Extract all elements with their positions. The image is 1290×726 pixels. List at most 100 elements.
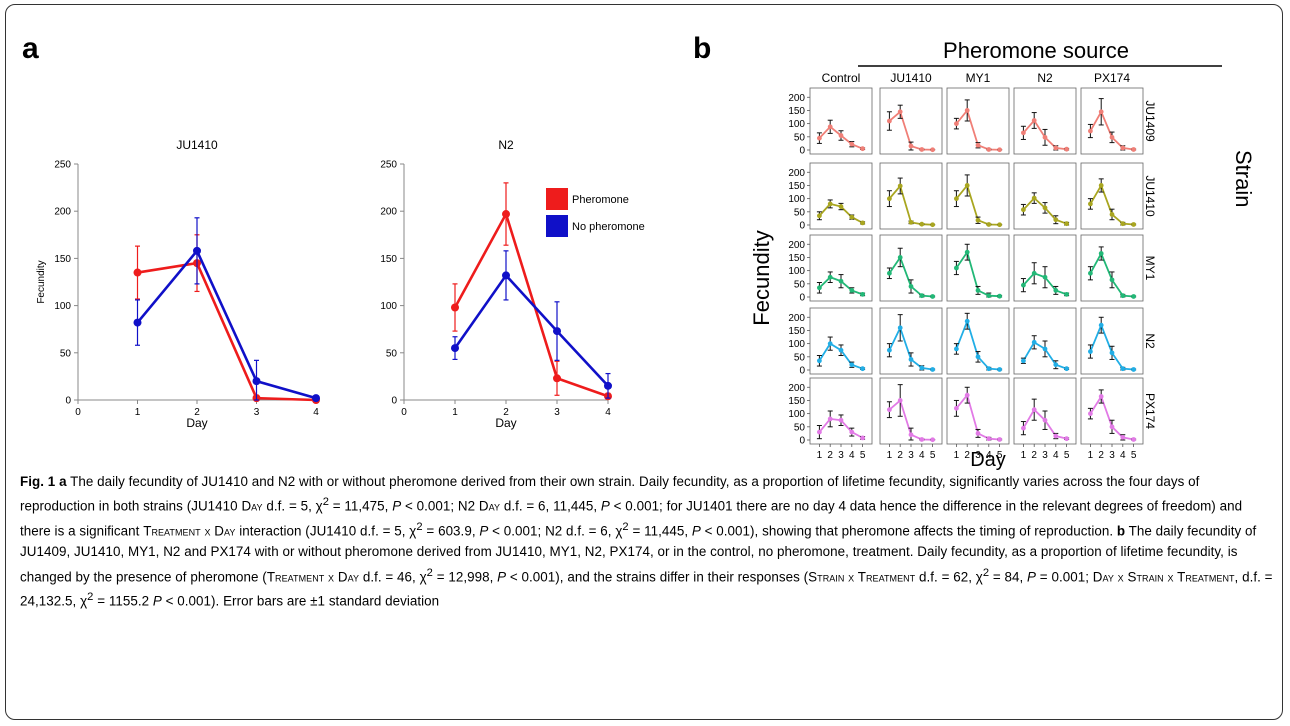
facet-cell-ju1409-n2 (1013, 87, 1077, 155)
panel-b-label: b (693, 32, 711, 65)
facet-x-tick-label: 2 (1098, 450, 1104, 461)
facet-y-tick-label: 50 (794, 132, 806, 143)
facet-cell-my1-px174 (1080, 234, 1144, 302)
facet-cell-n2-px174 (1080, 307, 1144, 375)
caption-text: < 0.001), and the strains differ in thei… (506, 569, 809, 585)
caption-text: = 1155.2 (93, 593, 153, 609)
facet-data-point (919, 221, 925, 227)
facet-data-point (930, 222, 935, 228)
facet-x-tick-label: 4 (986, 450, 992, 461)
facet-data-point (975, 431, 981, 436)
series-line (453, 210, 609, 398)
x-tick-label: 4 (313, 407, 319, 418)
facet-data-point (1109, 212, 1115, 217)
facet-data-point (849, 362, 855, 368)
facet-row-label: MY1 (1143, 256, 1157, 281)
caption-text: = 603.9, (422, 523, 480, 539)
data-point (553, 374, 561, 383)
facet-y-tick-label: 150 (788, 396, 805, 407)
facet-cell-ju1409-control (809, 87, 873, 155)
caption-p: P (497, 569, 507, 585)
facet-data-point (1042, 205, 1048, 211)
facet-y-tick-label: 200 (788, 383, 805, 394)
facet-data-point (1053, 362, 1059, 368)
facet-data-point (1053, 145, 1059, 151)
y-tick-label: 150 (54, 254, 71, 265)
facet-x-tick-label: 1 (887, 450, 893, 461)
facet-data-point (975, 142, 981, 148)
y-tick-label: 50 (60, 348, 72, 359)
facet-data-point (1031, 270, 1037, 276)
facet-cell-my1-my1 (946, 234, 1010, 302)
facet-data-point (986, 147, 992, 152)
facet-row-label: JU1409 (1143, 100, 1157, 142)
facet-x-tick-label: 3 (1042, 450, 1048, 461)
facet-y-tick-label: 50 (794, 279, 806, 290)
y-tick-label: 0 (65, 396, 71, 407)
y-tick-label: 100 (380, 301, 397, 312)
facet-data-point (997, 147, 1002, 153)
facet-cell-n2-my1 (946, 307, 1010, 375)
facet-data-point (860, 435, 865, 441)
facet-data-point (964, 108, 970, 113)
facet-data-point (997, 437, 1002, 442)
caption-sc: Strain x Treatment (808, 569, 916, 585)
facet-x-tick-label: 3 (908, 450, 914, 461)
facet-panel (1080, 234, 1144, 302)
facet-data-point (827, 124, 833, 130)
facet-panel (809, 234, 873, 302)
facet-panel (946, 307, 1010, 375)
facet-panel (809, 162, 873, 230)
facet-data-point (1098, 322, 1104, 328)
x-axis-label: Day (186, 416, 207, 430)
y-tick-label: 50 (386, 348, 398, 359)
y-tick-label: 200 (54, 207, 71, 218)
facet-data-point (954, 196, 959, 202)
facet-data-point (1120, 434, 1126, 440)
facet-data-point (1021, 425, 1026, 431)
data-point (553, 327, 561, 336)
facet-data-point (860, 291, 865, 297)
facet-data-point (817, 358, 822, 364)
caption-sup: 2 (416, 521, 423, 534)
facet-y-tick-label: 200 (788, 313, 805, 324)
caption-text: The daily fecundity of JU1410 and N2 wit… (20, 474, 1200, 514)
caption-p: P (600, 498, 610, 514)
facet-cell-n2-ju1410 (879, 307, 943, 375)
data-point (312, 394, 320, 403)
subplot-n2: 0 50 100 150 200 250 0 1 2 3 4 N2 Day Pheromone No phe… (380, 138, 644, 430)
caption-p: P (152, 593, 162, 609)
facet-cell-ju1410-control (809, 162, 873, 230)
facet-data-point (838, 417, 844, 423)
figure-caption: Fig. 1 a The daily fecundity of JU1410 a… (20, 472, 1275, 612)
x-axis-label: Day (495, 416, 516, 430)
facet-data-point (1042, 134, 1048, 140)
facet-data-point (908, 284, 914, 289)
caption-p: P (479, 523, 489, 539)
facet-data-point (919, 293, 925, 299)
x-tick-label: 0 (401, 407, 407, 418)
data-point (133, 318, 142, 327)
facet-data-point (1131, 222, 1136, 227)
facet-data-point (838, 133, 844, 138)
caption-a-label: a (59, 474, 67, 489)
facet-row-label: JU1410 (1143, 175, 1157, 217)
facet-data-point (838, 204, 844, 209)
facet-data-point (1031, 118, 1037, 123)
facet-cell-ju1409-ju1410 (879, 87, 943, 155)
facet-data-point (1131, 437, 1136, 442)
series-line (137, 261, 317, 402)
x-tick-label: 4 (605, 407, 611, 418)
facet-data-point (919, 365, 925, 371)
facet-data-point (954, 265, 959, 271)
facet-data-point (930, 294, 935, 299)
facet-data-point (1109, 134, 1115, 140)
facet-data-point (897, 255, 903, 260)
facet-row-label: PX174 (1143, 393, 1157, 429)
facet-cell-ju1410-ju1410 (879, 162, 943, 230)
caption-sc: Treatment x Day (266, 569, 360, 585)
figure-frame (5, 4, 1283, 720)
series-line (136, 248, 317, 400)
facet-cell-ju1410-my1 (946, 162, 1010, 230)
facet-y-tick-label: 0 (799, 221, 805, 232)
